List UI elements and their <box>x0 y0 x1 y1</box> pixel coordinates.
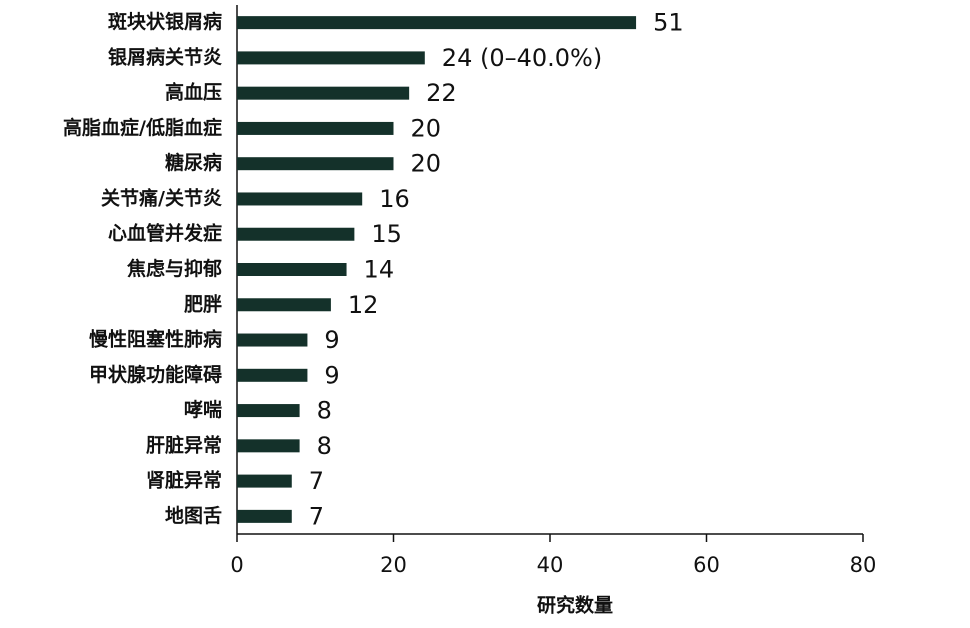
value-label: 24 (0–40.0%) <box>442 44 602 72</box>
value-label: 22 <box>426 79 457 107</box>
value-label: 8 <box>317 432 332 460</box>
y-tick-label: 高脂血症/低脂血症 <box>63 116 222 139</box>
bar <box>237 157 394 171</box>
y-tick-label: 慢性阻塞性肺病 <box>89 328 222 351</box>
y-tick-label: 斑块状银屑病 <box>108 10 222 33</box>
value-label: 14 <box>364 256 395 284</box>
x-tick-label: 0 <box>230 553 243 577</box>
y-tick-label: 高血压 <box>165 81 222 104</box>
x-tick-label: 20 <box>380 553 407 577</box>
y-tick-label: 银屑病关节炎 <box>108 45 222 68</box>
x-tick-label: 80 <box>850 553 877 577</box>
value-label: 7 <box>309 502 324 530</box>
bar <box>237 474 292 488</box>
x-tick-label: 40 <box>537 553 564 577</box>
value-label: 8 <box>317 397 332 425</box>
y-tick-label: 焦虑与抑郁 <box>126 257 222 280</box>
bar <box>237 298 331 312</box>
value-label: 20 <box>411 150 442 178</box>
bar <box>237 368 308 382</box>
x-axis-label: 研究数量 <box>537 594 613 617</box>
bar <box>237 86 410 100</box>
y-tick-label: 哮喘 <box>184 398 222 421</box>
value-label: 15 <box>371 220 402 248</box>
value-label: 20 <box>411 114 442 142</box>
bar <box>237 16 637 30</box>
y-tick-label: 肥胖 <box>184 293 222 315</box>
bar <box>237 51 425 65</box>
value-label: 16 <box>379 185 410 213</box>
bar <box>237 509 292 523</box>
value-label: 12 <box>348 291 379 319</box>
y-tick-label: 地图舌 <box>165 504 222 527</box>
y-tick-label: 糖尿病 <box>165 151 222 174</box>
bar <box>237 192 363 206</box>
x-tick-label: 60 <box>693 553 720 577</box>
y-tick-label: 肾脏异常 <box>146 469 222 492</box>
bar <box>237 121 394 135</box>
value-label: 9 <box>324 361 339 389</box>
y-tick-label: 甲状腺功能障碍 <box>89 363 222 386</box>
bar <box>237 333 308 347</box>
y-tick-label: 肝脏异常 <box>146 433 222 456</box>
y-tick-label: 心血管并发症 <box>108 222 222 245</box>
bar <box>237 227 355 241</box>
y-tick-label: 关节痛/关节炎 <box>101 186 222 209</box>
bar <box>237 404 300 418</box>
bar <box>237 263 347 276</box>
value-label: 9 <box>324 326 339 354</box>
value-label: 7 <box>309 467 324 495</box>
bar <box>237 439 300 453</box>
value-label: 51 <box>653 9 684 37</box>
